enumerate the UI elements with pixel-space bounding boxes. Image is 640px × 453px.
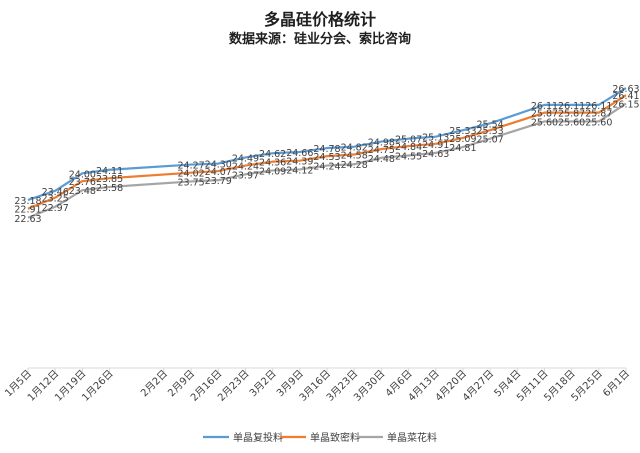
data-label: 24.58 — [341, 151, 368, 162]
data-label: 25.33 — [449, 126, 476, 137]
data-label: 26.11 — [531, 101, 558, 112]
x-tick-label: 2月2日 — [138, 368, 170, 400]
x-tick-label: 3月2日 — [247, 368, 279, 400]
data-label: 24.75 — [368, 145, 395, 156]
chart-subtitle: 数据来源：硅业分会、索比咨询 — [228, 32, 411, 47]
series-line — [27, 87, 627, 201]
data-label: 24.81 — [449, 143, 476, 154]
data-label: 24.48 — [368, 154, 395, 165]
data-label: 24.82 — [341, 143, 368, 154]
data-label: 25.60 — [531, 117, 558, 128]
data-label: 23.85 — [96, 174, 123, 185]
data-label: 22.97 — [42, 203, 69, 214]
data-label: 25.54 — [476, 119, 503, 130]
data-label: 25.13 — [422, 133, 449, 144]
data-label: 26.41 — [612, 91, 639, 102]
data-label: 25.33 — [476, 126, 503, 137]
data-label: 24.55 — [395, 151, 422, 162]
data-label: 24.49 — [232, 153, 259, 164]
chart-title: 多晶硅价格统计 — [263, 10, 376, 29]
data-label: 24.53 — [313, 152, 340, 163]
data-label: 23.75 — [177, 177, 204, 188]
data-label: 22.91 — [14, 205, 41, 216]
data-label: 24.11 — [96, 166, 123, 177]
data-label: 25.07 — [395, 135, 422, 146]
data-label: 25.09 — [449, 134, 476, 145]
data-label: 24.36 — [259, 158, 286, 169]
data-label: 24.62 — [259, 149, 286, 160]
data-label: 24.98 — [368, 138, 395, 149]
series-line — [27, 94, 627, 210]
legend-label: 单晶复投料 — [233, 431, 283, 444]
data-label: 24.02 — [177, 169, 204, 180]
data-label: 23.46 — [42, 187, 69, 198]
data-label: 26.11 — [585, 101, 612, 112]
data-label: 25.87 — [531, 109, 558, 120]
data-label: 24.30 — [205, 160, 232, 171]
data-label: 25.07 — [476, 135, 503, 146]
legend: 单晶复投料 单晶致密料 单晶菜花料 — [203, 431, 437, 444]
data-label: 23.48 — [69, 186, 96, 197]
data-label: 24.07 — [205, 167, 232, 178]
data-label: 24.24 — [313, 162, 340, 173]
data-label: 26.63 — [612, 84, 639, 95]
data-label: 22.63 — [14, 214, 41, 225]
data-label: 25.87 — [585, 109, 612, 120]
data-label: 24.00 — [69, 169, 96, 180]
data-label: 23.58 — [96, 183, 123, 194]
data-label: 23.76 — [69, 177, 96, 188]
legend-label: 单晶菜花料 — [387, 431, 437, 444]
data-label: 24.84 — [395, 142, 422, 153]
x-tick-label: 6月1日 — [600, 368, 632, 400]
legend-label: 单晶致密料 — [310, 431, 360, 444]
data-label: 24.12 — [286, 165, 313, 176]
data-label: 25.87 — [558, 109, 585, 120]
data-label: 24.66 — [286, 148, 313, 159]
data-label: 24.27 — [177, 161, 204, 172]
data-label: 24.28 — [341, 160, 368, 171]
data-label: 24.39 — [286, 157, 313, 168]
data-label: 23.18 — [14, 196, 41, 207]
data-label: 26.15 — [612, 100, 639, 111]
data-label: 23.25 — [42, 194, 69, 205]
data-label: 24.91 — [422, 140, 449, 151]
data-label: 24.09 — [259, 166, 286, 177]
data-label: 24.24 — [232, 162, 259, 173]
series-lines — [27, 87, 627, 219]
data-label: 25.60 — [558, 117, 585, 128]
data-label: 23.79 — [205, 176, 232, 187]
data-label: 25.60 — [585, 117, 612, 128]
data-label: 26.11 — [558, 101, 585, 112]
data-label: 23.97 — [232, 170, 259, 181]
series-line — [27, 102, 627, 219]
data-label: 24.63 — [422, 149, 449, 160]
data-label: 24.78 — [313, 144, 340, 155]
